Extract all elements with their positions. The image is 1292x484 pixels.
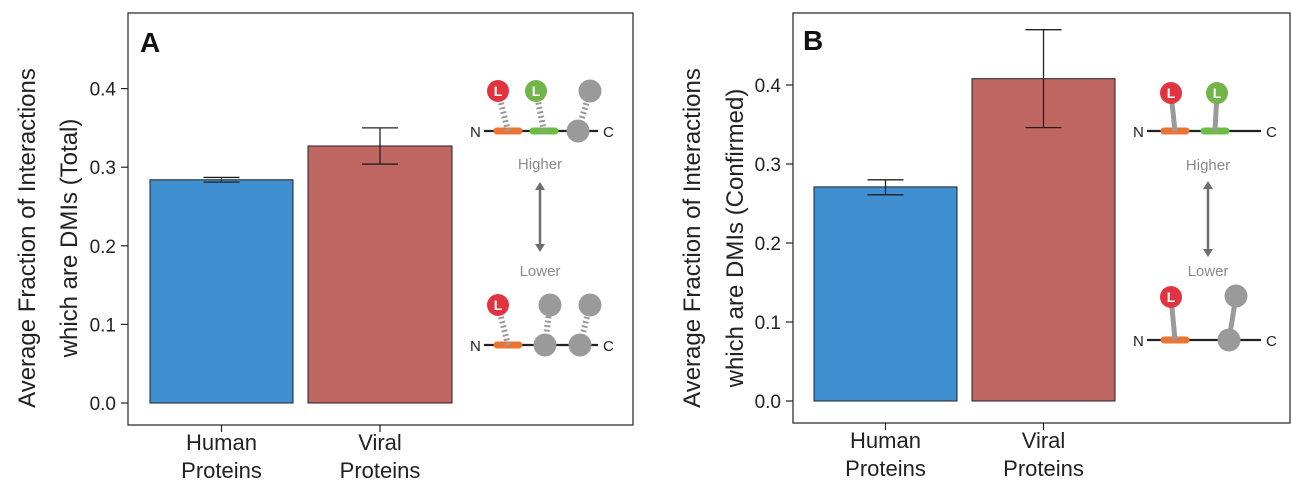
motif-label: L [494, 297, 503, 313]
schematic: N C L L Higher Lower N C L [470, 79, 614, 357]
y-tick-label: 0.4 [90, 80, 117, 101]
category-label: Proteins [181, 458, 262, 483]
y-axis-label: Average Fraction of Interactions [14, 68, 41, 408]
motif-label: L [1213, 85, 1222, 101]
error-bar [203, 176, 240, 183]
higher-label: Higher [1186, 157, 1230, 174]
y-tick-label: 0.2 [755, 234, 781, 255]
plot-frame [792, 12, 1291, 424]
domain-circle [578, 79, 602, 103]
c-terminus-label: C [1266, 124, 1277, 141]
y-tick-label: 0.1 [755, 313, 781, 334]
category-label: Viral [1022, 428, 1066, 453]
y-tick-label: 0.0 [90, 394, 116, 415]
arrow-head-down [1203, 249, 1213, 257]
y-tick-label: 0.4 [755, 76, 782, 97]
c-terminus-label: C [1266, 333, 1277, 350]
c-terminus-label: C [603, 124, 614, 141]
category-label: Proteins [340, 458, 421, 483]
bar-viral [307, 145, 453, 404]
motif-circle [1160, 82, 1182, 104]
bar-human [813, 186, 958, 402]
panel-letter: B [803, 25, 823, 56]
schematic: N C L L Higher Lower N C L [1133, 82, 1277, 352]
n-terminus-label: N [1133, 333, 1144, 350]
higher-label: Higher [518, 156, 562, 173]
bar-viral [971, 78, 1116, 402]
domain-circle [538, 293, 562, 317]
bar-human [149, 179, 294, 404]
c-terminus-label: C [603, 338, 614, 355]
y-tick-label: 0.1 [90, 315, 116, 336]
n-terminus-label: N [470, 124, 481, 141]
y-tick-label: 0.3 [755, 155, 781, 176]
motif-circle [1160, 286, 1182, 308]
n-terminus-label: N [1133, 124, 1144, 141]
motif-circle [525, 80, 547, 102]
lower-label: Lower [520, 263, 561, 280]
error-bar [867, 179, 904, 196]
panel-b: B 0.0 0.1 0.2 0.3 0.4 Average Fraction of Inte… [679, 12, 1291, 481]
motif-label: L [1167, 85, 1176, 101]
motif-circle [487, 294, 509, 316]
category-label: Proteins [1003, 456, 1084, 481]
y-axis-label: Average Fraction of Interactions [679, 68, 706, 408]
n-terminus-label: N [470, 338, 481, 355]
error-bar [362, 127, 398, 165]
y-tick-label: 0.2 [90, 237, 116, 258]
category-label: Proteins [845, 456, 926, 481]
domain-circle [1224, 284, 1248, 308]
lower-label: Lower [1188, 263, 1229, 280]
arrow-head-down [535, 244, 545, 252]
category-label: Human [186, 430, 257, 455]
arrow-head-up [1203, 181, 1213, 189]
error-bar [1025, 29, 1062, 129]
arrow-head-up [535, 182, 545, 190]
motif-circle [1206, 82, 1228, 104]
category-label: Viral [358, 430, 402, 455]
y-axis-label: which are DMIs (Confirmed) [722, 89, 749, 389]
motif-label: L [532, 83, 541, 99]
y-tick-label: 0.0 [755, 392, 781, 413]
motif-label: L [494, 83, 503, 99]
domain-circle [578, 293, 602, 317]
panel-letter: A [140, 27, 160, 58]
motif-circle [487, 80, 509, 102]
motif-label: L [1167, 289, 1176, 305]
y-axis-label: which are DMIs (Total) [56, 119, 83, 359]
panel-a: A 0.0 0.1 0.2 0.3 0.4 Average Fraction of Inte… [14, 12, 634, 483]
domain-circle [1217, 328, 1241, 352]
category-label: Human [850, 428, 921, 453]
y-tick-label: 0.3 [90, 158, 116, 179]
